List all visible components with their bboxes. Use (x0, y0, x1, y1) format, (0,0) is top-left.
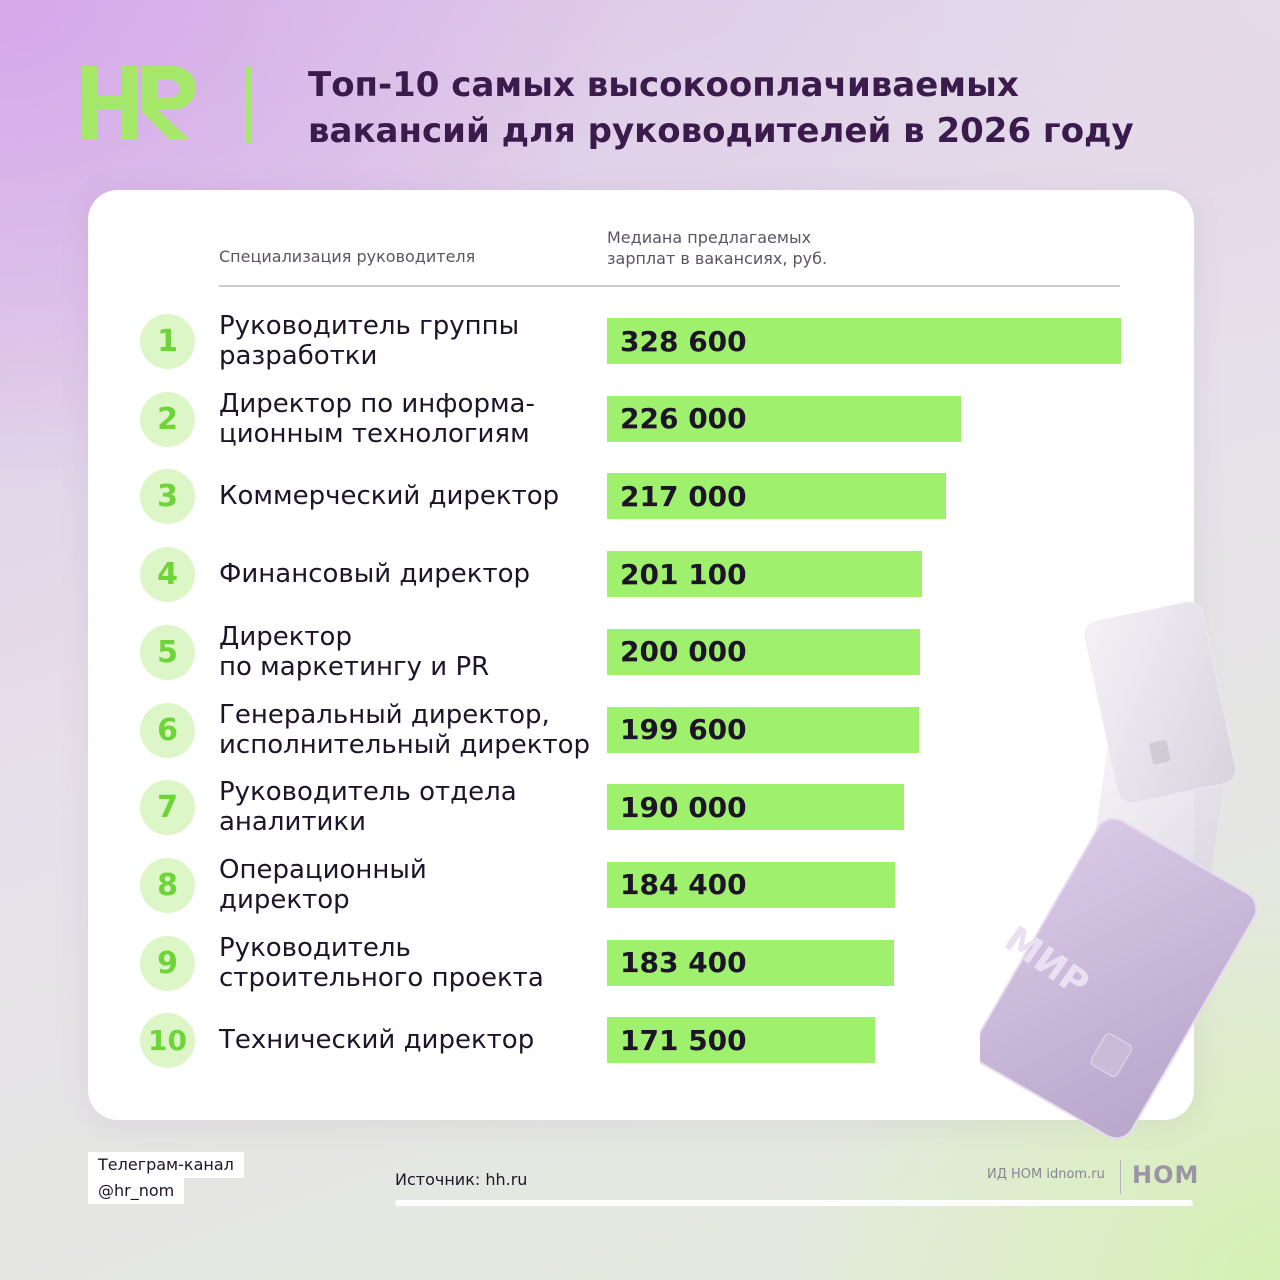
publisher-divider (1120, 1160, 1121, 1194)
category-label-line: по маркетингу и PR (219, 651, 490, 682)
telegram-label: Телеграм-канал (88, 1152, 244, 1178)
category-label-line: Коммерческий директор (219, 481, 560, 512)
salary-bar (607, 939, 894, 986)
telegram-channel-badge: Телеграм-канал @hr_nom (88, 1152, 244, 1204)
telegram-handle[interactable]: @hr_nom (88, 1178, 185, 1204)
page-title: Топ-10 самых высокооплачиваемых вакансий… (308, 62, 1208, 154)
chart-row: 10 Технический директор 171 500 (0, 1007, 1280, 1077)
category-label-line: Финансовый директор (219, 559, 531, 590)
category-label-line: строительного проекта (219, 962, 544, 993)
column-header-median-salary: Медиана предлагаемых зарплат в вакансиях… (607, 227, 937, 269)
header-divider (246, 66, 252, 144)
category-label-line: Руководитель (219, 932, 411, 963)
salary-value-label: 199 600 (620, 713, 747, 746)
footer-line (395, 1200, 1193, 1206)
publisher-logo: НОМ (1132, 1161, 1200, 1189)
category-label-line: исполнительный директор (219, 729, 591, 760)
category-label-line: разработки (219, 341, 378, 371)
salary-bar (607, 318, 1121, 364)
chart-row: 8 Операционный директор 184 400 (0, 852, 1280, 922)
category-label: Технический директор (219, 1007, 599, 1073)
category-label: Финансовый директор (219, 541, 599, 607)
category-label: Генеральный директор, исполнительный дире… (219, 697, 599, 763)
chart-row: 4 Финансовый директор 201 100 (0, 541, 1280, 611)
salary-bar (607, 1017, 875, 1064)
salary-value-label: 217 000 (620, 479, 747, 513)
category-label-line: ционным технологиям (219, 418, 530, 449)
chart-row: 2 Директор по информа-ционным технологиям… (0, 386, 1280, 456)
salary-bar (607, 473, 946, 520)
category-label-line: Руководитель группы (219, 311, 520, 341)
category-label-line: Руководитель отдела (219, 777, 517, 808)
category-label: Операционный директор (219, 852, 599, 918)
category-label-line: директор (219, 884, 350, 915)
salary-value-label: 328 600 (620, 324, 747, 358)
rank-badge: 10 (140, 1013, 195, 1069)
rank-badge: 6 (140, 702, 195, 758)
category-label-line: Директор по информа- (219, 388, 535, 419)
rank-badge: 7 (140, 780, 195, 836)
publisher-text: ИД НОМ idnom.ru (987, 1167, 1105, 1182)
column-header-median-line-1: Медиана предлагаемых (607, 228, 812, 247)
salary-bar (607, 706, 919, 753)
hr-logo-icon (82, 66, 196, 140)
rank-badge: 8 (140, 857, 195, 913)
category-label-line: Директор (219, 621, 352, 652)
category-label: Руководитель группы разработки (219, 308, 599, 374)
category-label: Директор по информа-ционным технологиям (219, 386, 599, 452)
salary-value-label: 201 100 (620, 557, 747, 591)
category-label: Руководитель отдела аналитики (219, 774, 599, 840)
category-label-line: Операционный (219, 854, 427, 885)
rank-badge: 5 (140, 624, 195, 680)
chart-row: 5 Директор по маркетингу и PR 200 000 (0, 619, 1280, 689)
salary-value-label: 171 500 (620, 1023, 747, 1057)
rank-badge: 3 (140, 469, 195, 525)
rank-badge: 4 (140, 547, 195, 603)
chart-row: 7 Руководитель отдела аналитики 190 000 (0, 774, 1280, 844)
salary-bar (607, 784, 904, 831)
salary-value-label: 200 000 (620, 635, 747, 669)
header-separator-line (219, 285, 1120, 287)
column-header-median-line-2: зарплат в вакансиях, руб. (607, 249, 828, 268)
title-line-1: Топ-10 самых высокооплачиваемых (308, 65, 1019, 105)
hr-logo (80, 60, 200, 150)
rank-badge: 9 (140, 935, 195, 991)
chart-row: 6 Генеральный директор, исполнительный дир… (0, 697, 1280, 767)
category-label-line: Технический директор (219, 1025, 535, 1056)
salary-value-label: 183 400 (620, 946, 747, 980)
chart-row: 3 Коммерческий директор 217 000 (0, 463, 1280, 533)
chart-row: 1 Руководитель группы разработки 328 600 (0, 308, 1280, 378)
salary-value-label: 184 400 (620, 868, 747, 902)
chart-row: 9 Руководитель строительного проекта 183 40… (0, 930, 1280, 1000)
salary-bar (607, 628, 920, 675)
salary-bar (607, 861, 895, 908)
salary-value-label: 226 000 (620, 402, 747, 436)
category-label: Руководитель строительного проекта (219, 930, 599, 996)
salary-bar (607, 551, 922, 598)
rank-badge: 1 (140, 314, 195, 369)
source-note: Источник: hh.ru (395, 1170, 528, 1189)
salary-value-label: 190 000 (620, 790, 747, 824)
salary-bar (607, 395, 961, 442)
category-label: Директор по маркетингу и PR (219, 619, 599, 685)
rank-badge: 2 (140, 391, 195, 447)
title-line-2: вакансий для руководителей в 2026 году (308, 111, 1134, 151)
category-label-line: аналитики (219, 807, 367, 838)
category-label: Коммерческий директор (219, 463, 599, 529)
column-header-specialization: Специализация руководителя (219, 247, 476, 266)
category-label-line: Генеральный директор, (219, 699, 550, 730)
